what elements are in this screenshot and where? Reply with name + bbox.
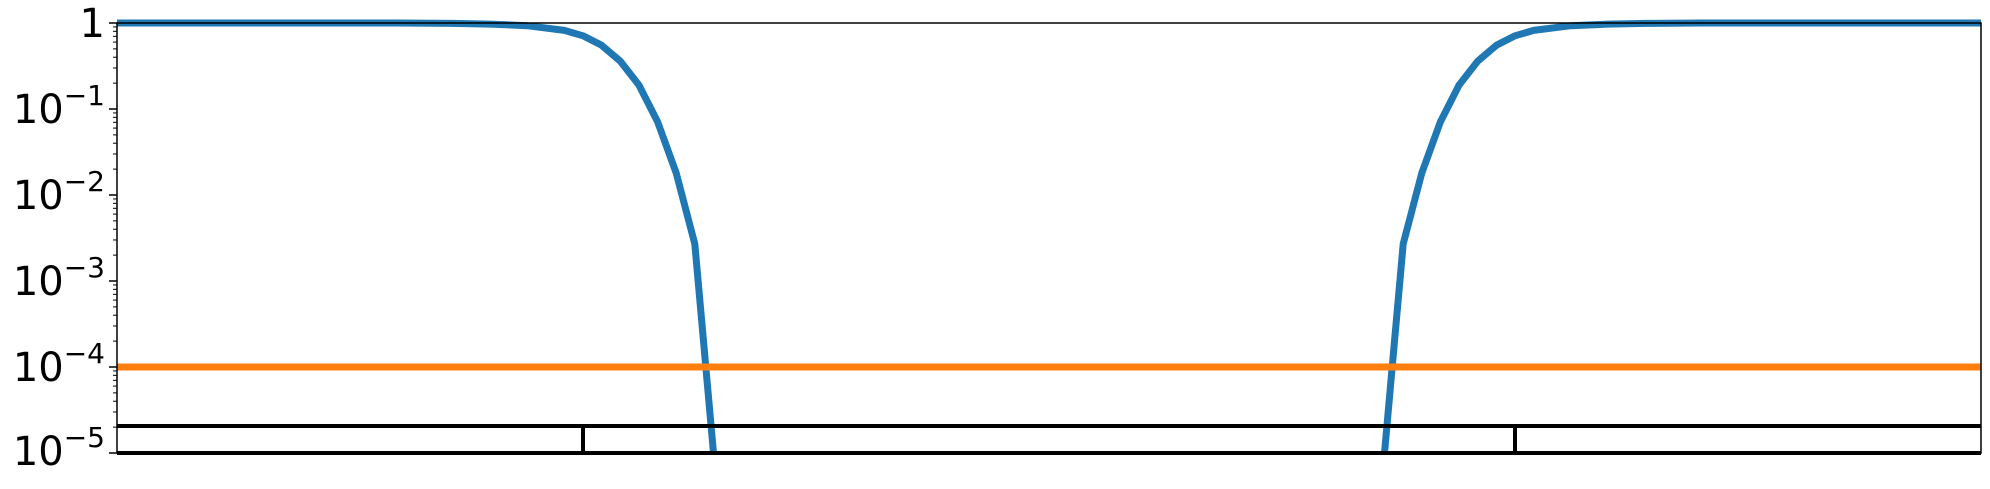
y-tick-label: 10−1 (13, 79, 105, 133)
y-axis-ticks (109, 22, 117, 454)
bottom-band (117, 424, 1981, 455)
series-0-line (1381, 19, 1981, 453)
series-0-line (117, 19, 717, 453)
plot-frame (116, 22, 1982, 454)
y-tick-label: 1 (80, 1, 105, 47)
y-axis-labels: 1 10−1 10−2 10−3 10−4 10−5 (13, 1, 105, 475)
y-tick-label: 10−2 (13, 165, 105, 219)
y-tick-label: 10−3 (13, 251, 105, 305)
y-tick-label: 10−5 (13, 421, 105, 475)
y-tick-label: 10−4 (13, 337, 105, 391)
series-layer (117, 19, 1981, 453)
